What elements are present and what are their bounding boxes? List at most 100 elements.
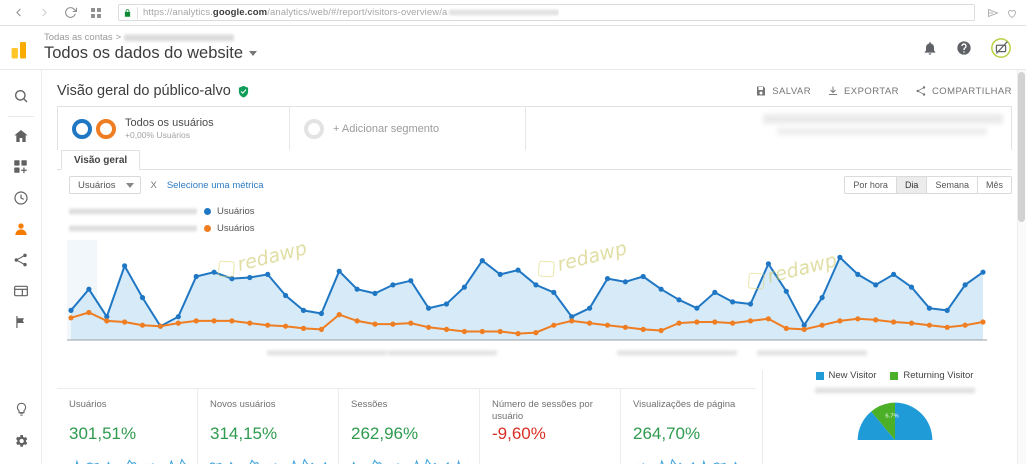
export-button-label: EXPORTAR (844, 85, 899, 97)
share-button-label: COMPARTILHAR (931, 85, 1012, 97)
account-title[interactable]: Todos os dados do website (44, 44, 922, 63)
pie-slice-returning (870, 402, 895, 440)
report-tabs: Visão geral (57, 150, 1012, 170)
tab-overview[interactable]: Visão geral (61, 150, 141, 170)
report-actions: SALVAR EXPORTAR COMPARTILHAR (755, 85, 1012, 97)
segment-all-users[interactable]: Todos os usuários +0,00% Usuários (58, 107, 290, 150)
granularity-hourly[interactable]: Por hora (844, 176, 897, 194)
metric-card-sessions[interactable]: Sessões 262,96% (339, 389, 480, 464)
chart-line-blue (70, 255, 984, 328)
sidebar-item-conversions[interactable] (0, 306, 42, 337)
lock-icon (124, 8, 131, 17)
left-nav (0, 70, 42, 464)
metric-dropdown-label: Usuários (78, 179, 116, 191)
browser-toolbar: https://analytics. google.com/analytics/w… (0, 0, 1026, 26)
granularity-day[interactable]: Dia (896, 176, 928, 194)
breadcrumb-separator: > (115, 32, 122, 43)
sidebar-item-realtime[interactable] (0, 182, 42, 213)
sidebar-item-discover[interactable] (0, 394, 42, 425)
metric-card-label: Usuários (69, 399, 107, 410)
address-bar-divider (137, 6, 138, 19)
browser-forward-button[interactable] (32, 2, 56, 24)
metric-card-users[interactable]: Usuários 301,51% (57, 389, 198, 464)
metric-card-label: Novos usuários (210, 399, 276, 410)
metric-card-sparkline (492, 453, 610, 464)
segment-add[interactable]: + Adicionar segmento (290, 107, 526, 150)
header-icons (922, 37, 1012, 59)
pie-chart-wrap[interactable]: 6.7% (777, 400, 1012, 464)
app-body: Visão geral do público-alvo SALVAR EXPOR… (0, 70, 1026, 464)
page-title: Visão geral do público-alvo (57, 83, 250, 99)
pie-slice-label: 6.7% (885, 414, 898, 420)
address-bar[interactable]: https://analytics. google.com/analytics/w… (118, 4, 975, 21)
metric-card-pageviews[interactable]: Visualizações de página 264,70% (621, 389, 761, 464)
page-title-label: Visão geral do público-alvo (57, 83, 231, 99)
segment-ring-empty (304, 118, 324, 139)
browser-reload-button[interactable] (58, 2, 82, 24)
pie-legend-new-visitor[interactable]: New Visitor (815, 370, 877, 381)
sidebar-item-home[interactable] (0, 120, 42, 151)
granularity-month[interactable]: Mês (977, 176, 1012, 194)
sidebar-item-admin[interactable] (0, 425, 42, 456)
metric-selector-row: Usuários X Selecione uma métrica Por hor… (57, 170, 1012, 200)
account-title-label: Todos os dados do website (44, 44, 244, 62)
pie-title-redacted (814, 387, 975, 394)
pie-legend-returning-visitor[interactable]: Returning Visitor (890, 370, 973, 381)
date-range-redacted-secondary (777, 127, 987, 136)
save-button-label: SALVAR (772, 85, 811, 97)
bookmark-heart-icon[interactable] (1006, 7, 1018, 19)
segment-ring-orange (96, 118, 116, 139)
breadcrumb-account-redacted (124, 33, 235, 42)
browser-tabs-overview-button[interactable] (84, 2, 108, 24)
metric-card-sparkline (69, 453, 187, 464)
metric-card-new-users[interactable]: Novos usuários 314,15% (198, 389, 339, 464)
bell-icon[interactable] (922, 40, 938, 56)
metric-card-label: Sessões (351, 399, 388, 410)
address-bar-url: https://analytics. google.com/analytics/w… (143, 7, 560, 18)
new-vs-returning-panel: New Visitor Returning Visitor 6.7% (762, 370, 1012, 464)
save-button[interactable]: SALVAR (755, 85, 811, 97)
metric-dropdown-users[interactable]: Usuários (69, 176, 141, 194)
chart-legend: Usuários Usuários (57, 206, 1012, 234)
sidebar-item-customization[interactable] (0, 151, 42, 182)
select-metric-link[interactable]: Selecione uma métrica (166, 179, 264, 191)
sidebar-item-acquisition[interactable] (0, 244, 42, 275)
segment-all-users-text: Todos os usuários +0,00% Usuários (125, 117, 214, 141)
metric-card-value: 314,15% (210, 424, 278, 443)
pie-legend-label-new: New Visitor (828, 370, 877, 381)
chart-area-blue (71, 257, 983, 340)
breadcrumb-all-accounts[interactable]: Todas as contas (44, 32, 113, 43)
pie-legend-swatch-blue (815, 371, 824, 380)
share-button[interactable]: COMPARTILHAR (915, 85, 1012, 97)
date-range-area[interactable] (526, 107, 1011, 150)
granularity-week[interactable]: Semana (927, 176, 978, 194)
browser-back-button[interactable] (6, 2, 30, 24)
sidebar-item-behavior[interactable] (0, 275, 42, 306)
chart-points-orange (68, 309, 986, 337)
segment-donut-pair (72, 118, 116, 139)
metric-card-sparkline (633, 453, 751, 464)
legend-label-secondary: Usuários (217, 223, 255, 234)
account-selector[interactable]: Todas as contas > Todos os dados do webs… (44, 32, 922, 63)
legend-daterange-redacted-secondary (69, 225, 197, 232)
sidebar-item-audience[interactable] (0, 213, 42, 244)
url-redacted (449, 9, 560, 16)
metric-card-sparkline (210, 453, 328, 464)
feedback-icon[interactable] (990, 37, 1012, 59)
sidebar-divider (7, 116, 34, 117)
url-prefix: https://analytics. (143, 7, 213, 18)
legend-dot-blue (204, 208, 211, 215)
content-scrollbar[interactable] (1017, 70, 1026, 464)
content-scrollbar-thumb[interactable] (1018, 72, 1025, 222)
tab-overview-label: Visão geral (74, 155, 128, 166)
export-button[interactable]: EXPORTAR (827, 85, 899, 97)
sidebar-item-search[interactable] (0, 80, 42, 111)
share-arrow-icon[interactable] (987, 7, 999, 19)
metric-remove-button[interactable]: X (150, 179, 157, 191)
report-content: Visão geral do público-alvo SALVAR EXPOR… (42, 70, 1026, 464)
metric-card-sessions-per-user[interactable]: Número de sessões por usuário -9,60% (480, 389, 621, 464)
timeline-chart[interactable]: redawp redawp redawp (57, 237, 1012, 356)
metric-card-sparkline (351, 453, 469, 464)
help-circle-icon[interactable] (956, 40, 972, 56)
app-header: Todas as contas > Todos os dados do webs… (0, 26, 1026, 70)
